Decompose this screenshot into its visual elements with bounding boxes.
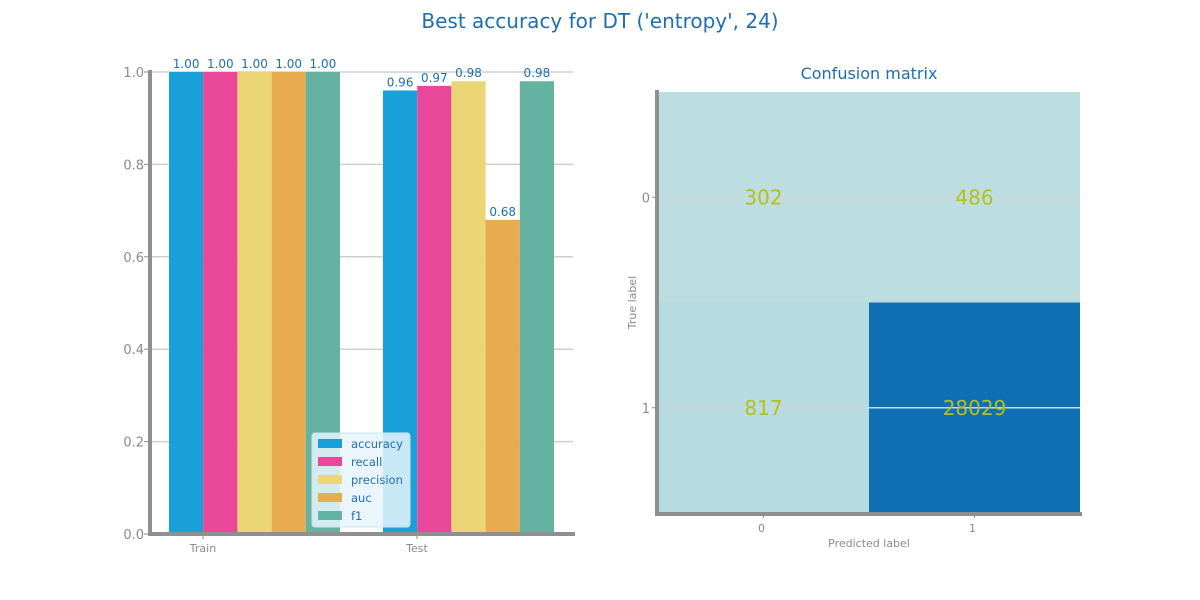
x-tick-label: Train bbox=[189, 542, 216, 555]
cm-y-axis-label: True label bbox=[626, 276, 639, 330]
bar-precision bbox=[451, 81, 486, 535]
bar-recall bbox=[417, 85, 452, 535]
cm-x-tick-label: 1 bbox=[969, 522, 976, 535]
y-tick-label: 1.0 bbox=[123, 66, 144, 81]
legend-swatch-recall bbox=[318, 457, 342, 466]
bar-value-label: 0.98 bbox=[524, 66, 551, 80]
y-tick-label: 0.8 bbox=[123, 158, 144, 173]
legend-swatch-auc bbox=[318, 493, 342, 502]
x-tick-label: Test bbox=[405, 542, 428, 555]
bar-recall bbox=[203, 72, 238, 534]
cm-value-1-0: 817 bbox=[744, 396, 782, 420]
bar-value-label: 1.00 bbox=[207, 57, 234, 71]
bar-f1 bbox=[519, 81, 554, 535]
legend-label-f1: f1 bbox=[351, 509, 362, 523]
legend-label-accuracy: accuracy bbox=[351, 437, 403, 451]
bar-chart: 0.0 0.2 0.4 0.6 0.8 1.0 1.00 0.96 1.00 0.97 1.00 0.… bbox=[123, 57, 575, 555]
bar-value-label: 1.00 bbox=[275, 57, 302, 71]
bar-precision bbox=[237, 72, 272, 534]
legend-box bbox=[311, 432, 411, 528]
bar-value-label: 0.98 bbox=[455, 66, 482, 80]
bar-value-label: 1.00 bbox=[310, 57, 337, 71]
bar-value-label: 1.00 bbox=[241, 57, 268, 71]
legend-label-auc: auc bbox=[351, 491, 372, 505]
cm-value-0-1: 486 bbox=[955, 185, 993, 209]
cm-value-1-1: 28029 bbox=[943, 396, 1007, 420]
y-tick-label: 0.2 bbox=[123, 436, 144, 451]
bar-value-label: 0.68 bbox=[489, 205, 516, 219]
confusion-matrix-title: Confusion matrix bbox=[801, 64, 938, 83]
bar-value-label: 0.97 bbox=[421, 71, 448, 85]
y-tick-label: 0.6 bbox=[123, 251, 144, 266]
bar-value-label: 1.00 bbox=[173, 57, 200, 71]
legend-label-precision: precision bbox=[351, 473, 403, 487]
cm-x-tick-label: 0 bbox=[758, 522, 765, 535]
figure-title: Best accuracy for DT ('entropy', 24) bbox=[421, 9, 778, 33]
bar-auc bbox=[271, 72, 306, 534]
chart-legend: accuracy recall precision auc f1 bbox=[311, 432, 411, 528]
confusion-matrix-chart: Confusion matrix 302 486 817 28029 0 1 0 1 Predic… bbox=[626, 64, 1082, 550]
bar-value-label: 0.96 bbox=[387, 75, 414, 89]
legend-label-recall: recall bbox=[351, 455, 382, 469]
cm-y-tick-label: 1 bbox=[642, 402, 650, 417]
legend-swatch-precision bbox=[318, 475, 342, 484]
legend-swatch-f1 bbox=[318, 511, 342, 520]
cm-value-0-0: 302 bbox=[744, 185, 782, 209]
bar-auc bbox=[485, 219, 520, 534]
cm-x-axis-label: Predicted label bbox=[828, 537, 910, 550]
bar-accuracy bbox=[169, 72, 204, 534]
y-tick-label: 0.4 bbox=[123, 343, 144, 358]
legend-swatch-accuracy bbox=[318, 439, 342, 448]
cm-y-tick-label: 0 bbox=[642, 191, 650, 206]
y-tick-label: 0.0 bbox=[123, 528, 144, 543]
